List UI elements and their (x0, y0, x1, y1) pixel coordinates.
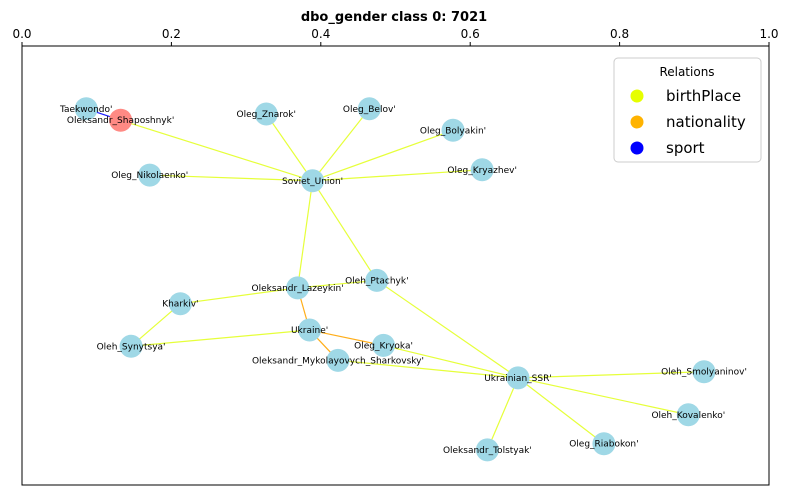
node-oleksandr-tolstyak (475, 438, 499, 462)
nodes-layer (74, 97, 716, 462)
chart-title: dbo_gender class 0: 7021 (301, 10, 487, 25)
node-label-oleksandr-lazeykin: Oleksandr_Lazeykin' (252, 284, 344, 294)
node-label-oleksandr-tolstyak: Oleksandr_Tolstyak' (443, 446, 532, 456)
node-label-oleg-kryazhev: Oleg_Kryazhev' (447, 166, 517, 176)
node-oleg-znarok (254, 102, 278, 126)
node-oleh-smolyaninov (692, 360, 716, 384)
node-label-oleg-belov: Oleg_Belov' (343, 105, 396, 115)
node-oleg-bolyakin (441, 118, 465, 142)
node-labels-layer: Taekwondo'Oleksandr_Shaposhnyk' Oleg_Znar… (59, 105, 747, 456)
edge-birthplace (376, 279, 519, 379)
node-taekwondo (74, 97, 98, 121)
node-soviet-union (301, 169, 325, 193)
node-oleg-riabokon (592, 432, 616, 456)
x-tick-label: 0.4 (311, 27, 330, 41)
node-label-oleh-ptachyk: Oleh_Ptachyk' (345, 276, 408, 286)
x-tick-label: 0.6 (461, 27, 480, 41)
node-oleh-ptachyk (365, 268, 389, 292)
node-label-oleg-kryoka: Oleg_Kryoka' (354, 341, 413, 351)
node-label-oleh-kovalenko: Oleh_Kovalenko' (651, 411, 725, 421)
legend-marker-nationality (630, 115, 644, 129)
node-oleksandr-mykolayovych-sharkovsky (326, 348, 350, 372)
edge-birthplace (486, 377, 519, 451)
edge-birthplace (131, 329, 310, 347)
edge-birthplace (312, 129, 454, 182)
edge-birthplace (312, 169, 483, 182)
edge-birthplace (517, 377, 689, 416)
edge-birthplace (517, 377, 605, 445)
edge-nationality (309, 329, 384, 346)
node-ukrainian-ssr (506, 366, 530, 390)
x-tick-label: 0.2 (162, 27, 181, 41)
node-label-taekwondo: Taekwondo' (59, 105, 113, 115)
node-label-oleksandr-shaposhnyk: Oleksandr_Shaposhnyk' (67, 116, 174, 126)
edge-birthplace (120, 119, 313, 182)
node-label-soviet-union: Soviet_Union' (282, 177, 343, 187)
node-label-oleh-synytsya: Oleh_Synytsya' (97, 342, 166, 352)
x-tick-label: 0.8 (610, 27, 629, 41)
node-kharkiv (168, 292, 192, 316)
edge-birthplace (297, 180, 314, 288)
node-label-oleg-nikolaenko: Oleg_Nikolaenko' (111, 171, 188, 181)
node-label-ukrainian-ssr: Ukrainian_SSR' (484, 374, 552, 384)
legend-marker-sport (630, 141, 644, 155)
node-label-kharkiv: Kharkiv' (162, 300, 198, 310)
edge-birthplace (337, 359, 519, 379)
x-tick-label: 1.0 (759, 27, 778, 41)
node-label-ukraine: Ukraine' (291, 326, 328, 336)
node-oleksandr-shaposhnyk (109, 108, 133, 132)
edge-birthplace (149, 174, 313, 182)
node-oleg-nikolaenko (138, 163, 162, 187)
legend-label-birthplace: birthPlace (666, 87, 741, 105)
legend-title: Relations (659, 65, 714, 79)
edge-birthplace (312, 108, 370, 182)
edge-birthplace (265, 113, 314, 182)
node-label-oleg-znarok: Oleg_Znarok' (237, 110, 296, 120)
node-label-oleh-smolyaninov: Oleh_Smolyaninov' (661, 368, 747, 378)
node-oleh-synytsya (119, 334, 143, 358)
legend-label-sport: sport (666, 139, 705, 157)
node-oleksandr-lazeykin (286, 276, 310, 300)
node-ukraine (298, 318, 322, 342)
node-oleg-kryazhev (470, 158, 494, 182)
legend: Relations birthPlace nationality sport (613, 57, 762, 163)
node-label-oleg-bolyakin: Oleg_Bolyakin' (420, 126, 486, 136)
edge-birthplace (312, 180, 378, 281)
legend-marker-birthplace (630, 89, 644, 103)
node-oleh-kovalenko (676, 403, 700, 427)
node-oleg-belov (357, 97, 381, 121)
node-label-oleg-riabokon: Oleg_Riabokon' (569, 440, 638, 450)
x-axis-ticks: 0.0 0.2 0.4 0.6 0.8 1.0 (12, 27, 779, 46)
node-label-oleksandr-mykolayovych-sharkovsky: Oleksandr_Mykolayovych_Sharkovsky' (252, 356, 424, 366)
edge-birthplace (180, 287, 298, 305)
legend-label-nationality: nationality (666, 113, 746, 131)
legend-box (613, 57, 762, 163)
edge-birthplace (297, 279, 377, 289)
edge-birthplace (517, 371, 705, 379)
node-oleg-kryoka (372, 333, 396, 357)
x-tick-label: 0.0 (12, 27, 31, 41)
edge-birthplace (383, 344, 519, 379)
